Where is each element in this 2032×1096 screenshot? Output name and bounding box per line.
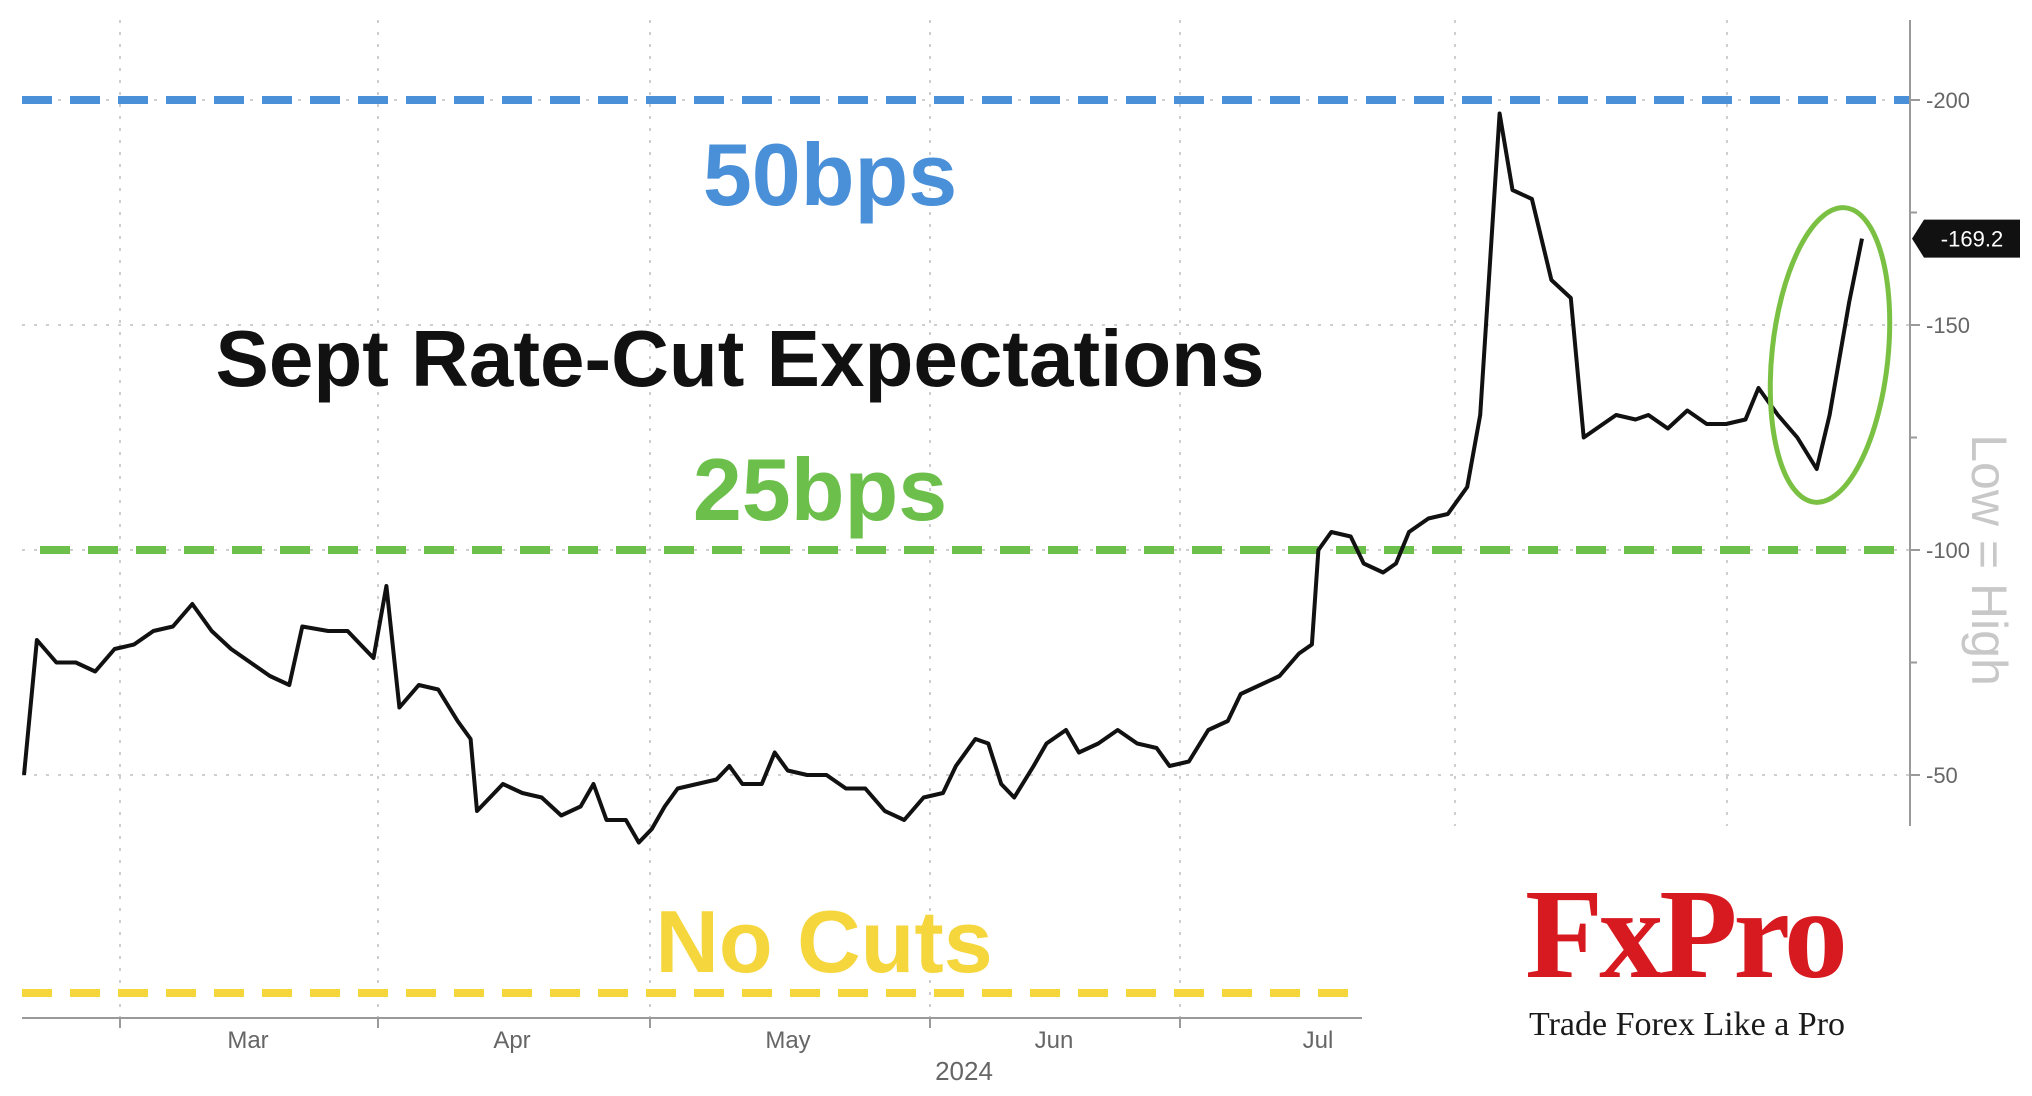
x-tick-label: May xyxy=(765,1027,810,1054)
fxpro-logo: FxPro Trade Forex Like a Pro xyxy=(1525,870,1925,1044)
y-tick-label: -50 xyxy=(1926,763,1958,788)
axes: -200 -150 -100 -50 Mar Apr May Jun Jul -169.2 xyxy=(22,20,2020,1054)
series-layer xyxy=(22,111,1864,845)
y-tick-label: -100 xyxy=(1926,538,1970,563)
reference-line-label: No Cuts xyxy=(655,892,992,991)
annotations xyxy=(1767,205,1893,505)
x-tick-label: Mar xyxy=(227,1027,268,1054)
y-tick-label: -150 xyxy=(1926,313,1970,338)
reference-line-label: 50bps xyxy=(703,125,957,224)
series-line xyxy=(22,111,1864,845)
reference-line-label: 25bps xyxy=(693,440,947,539)
y-axis-label: Low = High xyxy=(1961,434,2017,686)
reference-lines xyxy=(22,96,1910,997)
brand-tagline: Trade Forex Like a Pro xyxy=(1529,1006,1846,1043)
brand-name: FxPro xyxy=(1525,863,1848,1005)
x-tick-label: Apr xyxy=(493,1027,530,1054)
last-value-callout xyxy=(1912,219,2020,258)
y-tick-label: -200 xyxy=(1926,88,1970,113)
last-value-label: -169.2 xyxy=(1941,227,2003,252)
x-tick-label: Jun xyxy=(1035,1027,1074,1054)
x-axis-label: 2024 xyxy=(935,1056,993,1086)
chart-text: Sept Rate-Cut Expectations 2024 Low = Hi… xyxy=(215,125,2017,1086)
highlight-circle xyxy=(1767,205,1893,505)
chart-title: Sept Rate-Cut Expectations xyxy=(215,314,1264,403)
x-tick-label: Jul xyxy=(1303,1027,1334,1054)
